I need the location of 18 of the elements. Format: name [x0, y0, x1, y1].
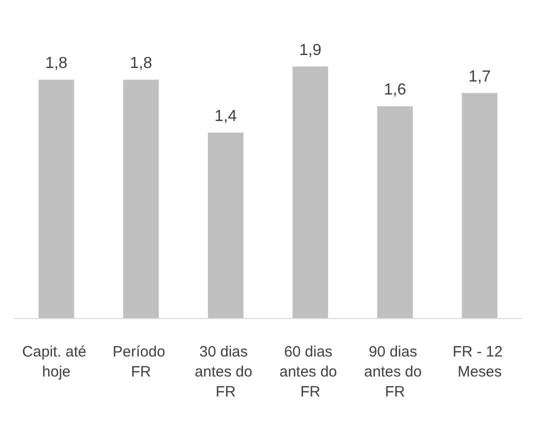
x-tick-label: 90 dias antes do FR: [364, 344, 426, 400]
bar: [377, 106, 413, 318]
bar: [292, 66, 328, 318]
bar: [38, 80, 74, 318]
data-label: 1,7: [468, 68, 491, 86]
x-tick-label: 60 dias antes do FR: [279, 344, 342, 400]
x-tick-label: Período FR: [112, 344, 170, 380]
data-label: 1,9: [299, 42, 322, 59]
x-tick-label: Capit. até hoje: [22, 344, 91, 380]
data-label: 1,8: [130, 55, 152, 72]
bar: [123, 80, 159, 318]
bar: [462, 92, 498, 318]
data-label: 1,6: [384, 82, 406, 99]
data-label: 1,8: [45, 55, 68, 72]
x-tick-label: 30 dias antes do FR: [194, 344, 257, 400]
bar: [208, 132, 244, 318]
x-tick-label: FR - 12 Meses: [452, 344, 507, 380]
data-label: 1,4: [214, 108, 237, 126]
